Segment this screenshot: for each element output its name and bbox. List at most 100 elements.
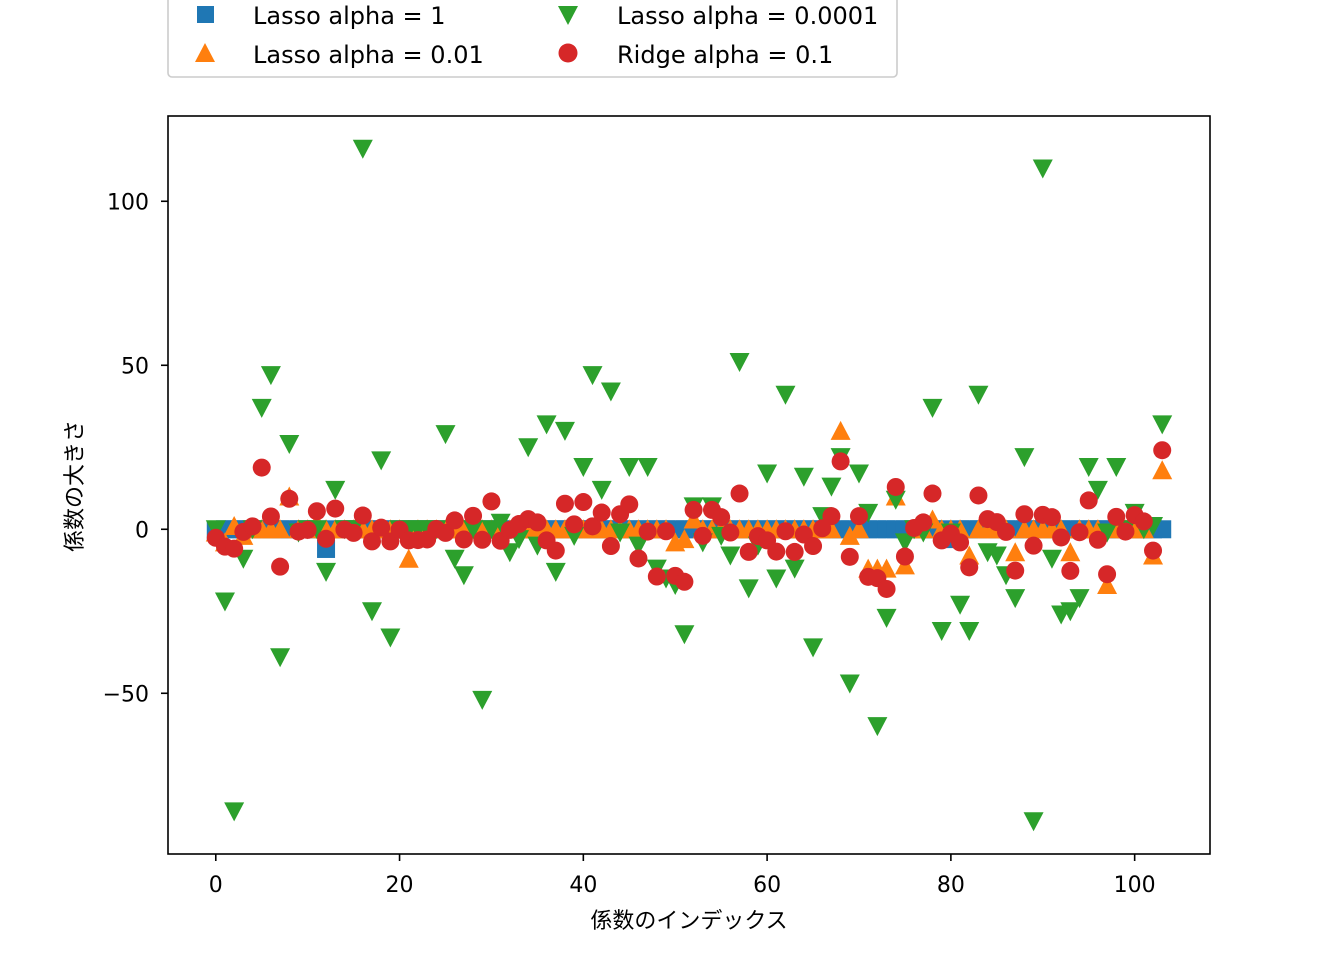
data-point [352, 139, 373, 159]
data-point [721, 523, 740, 542]
data-point [683, 509, 704, 529]
data-point [1153, 441, 1172, 460]
legend-marker-lasso-alpha-001 [195, 43, 215, 62]
data-marks [205, 139, 1173, 832]
data-point [444, 549, 465, 569]
data-point [1060, 602, 1081, 622]
data-point [923, 484, 942, 503]
legend-label-ridge-alpha-01: Ridge alpha = 0.1 [617, 41, 833, 69]
data-point [647, 567, 666, 586]
data-point [1152, 460, 1173, 480]
data-point [536, 415, 557, 435]
legend-marker-lasso-alpha-1 [197, 6, 214, 23]
data-point [1134, 512, 1153, 531]
data-point [243, 517, 262, 536]
data-point [326, 499, 345, 518]
y-axis-label: 係数の大きさ [63, 420, 88, 552]
data-point [1107, 507, 1126, 526]
data-point [436, 523, 455, 542]
x-tick-label: 40 [569, 873, 597, 898]
data-point [1069, 589, 1090, 609]
data-point [380, 628, 401, 648]
data-point [969, 486, 988, 505]
data-point [885, 490, 906, 510]
data-point [279, 435, 300, 454]
data-point [619, 457, 640, 477]
data-point [270, 648, 291, 668]
data-point [601, 537, 620, 556]
data-point [997, 522, 1016, 541]
data-point [729, 353, 750, 372]
data-point [839, 674, 860, 694]
data-point [986, 546, 1007, 566]
data-point [784, 559, 805, 579]
data-point [463, 520, 484, 540]
data-point [1087, 480, 1108, 500]
data-point [1078, 457, 1099, 477]
series-ridge-alpha-0-1 [206, 441, 1172, 598]
data-point [1097, 575, 1118, 595]
legend: Lasso alpha = 1 Lasso alpha = 0.01 Lasso… [167, 0, 898, 78]
data-point [1116, 522, 1135, 541]
data-point [1070, 523, 1089, 542]
y-tick-label: −50 [103, 682, 149, 707]
data-point [785, 542, 804, 561]
data-point [528, 513, 547, 532]
data-point [657, 522, 676, 541]
legend-marker-lasso-alpha-00001 [558, 6, 578, 25]
x-axis-label: 係数のインデックス [590, 909, 787, 934]
data-point [554, 421, 575, 441]
data-point [1098, 565, 1117, 584]
data-point [316, 562, 337, 582]
y-axis-ticks: −50 0 50 100 [103, 190, 168, 707]
data-point [867, 717, 888, 737]
data-point [1014, 448, 1035, 468]
data-point [638, 522, 657, 541]
data-point [252, 458, 271, 477]
legend-label-lasso-alpha-00001: Lasso alpha = 0.0001 [617, 2, 878, 30]
x-tick-label: 20 [386, 873, 414, 898]
data-point [629, 549, 648, 568]
data-point [620, 495, 639, 514]
data-point [574, 493, 593, 512]
x-tick-label: 80 [937, 873, 965, 898]
data-point [886, 477, 905, 496]
data-point [361, 602, 382, 622]
data-point [1023, 812, 1044, 832]
data-point [895, 547, 914, 566]
data-point [1079, 491, 1098, 510]
data-point [951, 533, 970, 552]
data-point [224, 802, 245, 822]
data-point [684, 500, 703, 519]
data-point [959, 545, 980, 565]
data-point [1152, 415, 1173, 435]
data-point [803, 638, 824, 658]
data-point [840, 547, 859, 566]
data-point [1106, 457, 1127, 477]
data-point [877, 579, 896, 598]
data-point [775, 385, 796, 405]
data-point [712, 508, 731, 527]
data-point [490, 513, 511, 533]
data-point [1015, 505, 1034, 524]
data-point [251, 398, 272, 418]
data-point [454, 530, 473, 549]
data-point [472, 690, 493, 710]
data-point [435, 425, 456, 445]
data-point [674, 625, 695, 645]
data-point [214, 592, 235, 612]
data-point [317, 529, 336, 548]
data-point [600, 382, 621, 402]
data-point [793, 467, 814, 487]
data-point [1144, 541, 1163, 560]
data-point [298, 520, 317, 539]
data-point [757, 464, 778, 484]
data-point [730, 484, 749, 503]
data-point [839, 525, 860, 545]
data-point [372, 518, 391, 537]
data-point [398, 548, 419, 568]
data-point [344, 523, 363, 542]
data-point [445, 511, 464, 530]
data-point [959, 621, 980, 641]
data-point [1006, 561, 1025, 580]
